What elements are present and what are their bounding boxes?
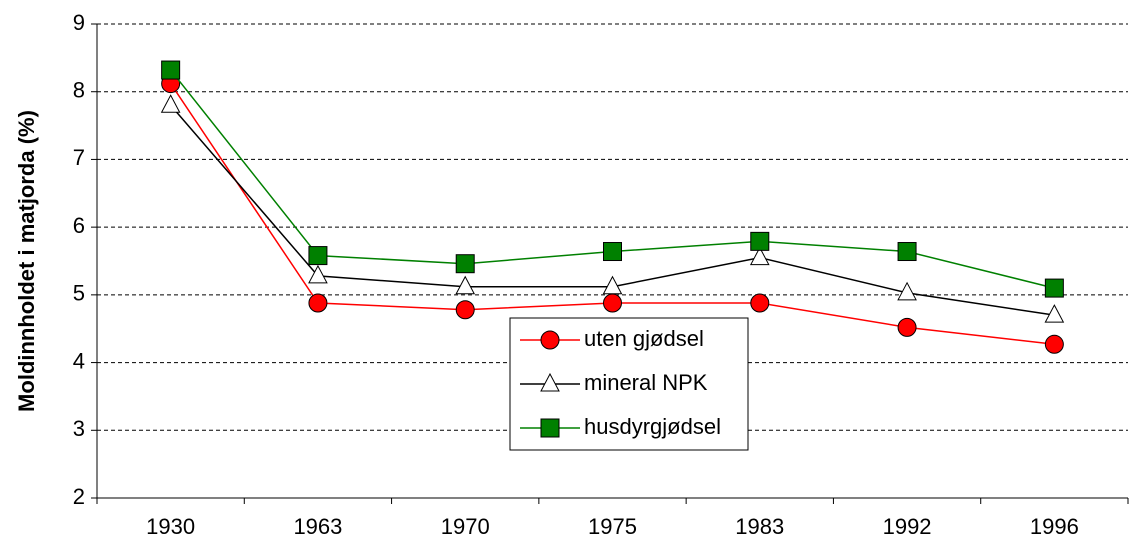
point	[897, 317, 917, 337]
point	[308, 246, 328, 266]
point	[897, 281, 917, 301]
legend-marker	[540, 372, 560, 392]
y-tick-label: 5	[73, 281, 85, 306]
point	[308, 264, 328, 284]
x-tick-label: 1996	[1030, 514, 1079, 539]
x-tick-label: 1983	[735, 514, 784, 539]
point	[602, 275, 623, 295]
legend-label: uten gjødsel	[584, 326, 704, 351]
point	[897, 242, 917, 262]
x-tick-label: 1963	[293, 514, 342, 539]
y-axis-label: Moldinnholdet i matjorda (%)	[14, 110, 39, 412]
y-tick-label: 2	[73, 484, 85, 509]
point	[455, 300, 475, 320]
point	[455, 275, 476, 295]
x-tick-label: 1975	[588, 514, 637, 539]
legend-marker	[540, 330, 560, 350]
point	[603, 242, 622, 262]
point	[1044, 304, 1065, 323]
y-tick-label: 7	[73, 145, 85, 170]
y-tick-label: 3	[73, 416, 85, 441]
legend-label: mineral NPK	[584, 370, 708, 395]
point	[161, 60, 181, 80]
point	[1044, 334, 1064, 354]
y-tick-label: 9	[73, 10, 85, 35]
point	[160, 94, 181, 113]
y-tick-label: 8	[73, 78, 85, 103]
legend-marker	[540, 418, 560, 438]
legend-label: husdyrgjødsel	[584, 414, 721, 439]
x-tick-label: 1930	[146, 514, 195, 539]
x-tick-label: 1992	[883, 514, 932, 539]
y-tick-label: 4	[73, 348, 85, 373]
point	[308, 293, 328, 313]
point	[1044, 278, 1064, 298]
y-tick-label: 6	[73, 213, 85, 238]
point	[749, 246, 770, 266]
point	[603, 293, 622, 313]
point	[750, 293, 770, 313]
x-tick-label: 1970	[441, 514, 490, 539]
point	[750, 231, 770, 251]
point	[455, 254, 475, 274]
